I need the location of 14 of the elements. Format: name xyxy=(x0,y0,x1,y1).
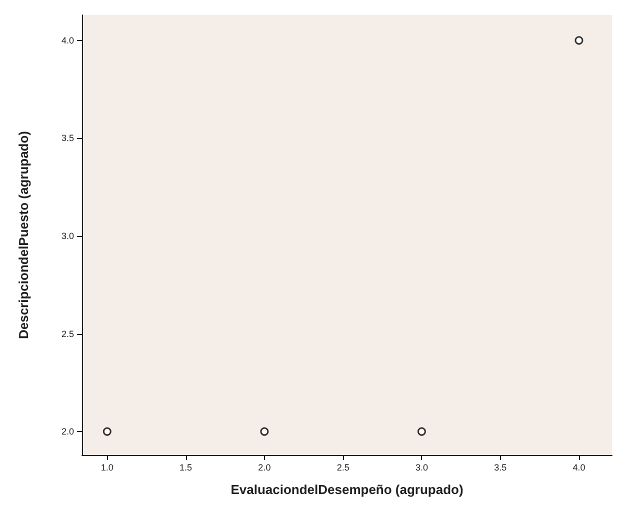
x-tick-label: 2.0 xyxy=(258,462,271,472)
x-axis-title: EvaluaciondelDesempeño (agrupado) xyxy=(230,482,464,497)
x-tick-label: 1.5 xyxy=(180,462,192,472)
y-tick-label: 3.0 xyxy=(61,230,74,241)
y-tick-label: 2.0 xyxy=(61,426,74,437)
x-tick-label: 1.0 xyxy=(100,462,114,472)
x-tick-label: 3.0 xyxy=(415,462,428,472)
x-tick-label: 2.5 xyxy=(336,462,350,472)
y-tick-label: 2.5 xyxy=(61,328,74,339)
y-tick-label: 4.0 xyxy=(61,35,74,46)
y-axis-title: DescripciondelPuesto (agrupado) xyxy=(16,130,31,340)
x-tick-label: 4.0 xyxy=(572,462,586,472)
x-tick-label: 3.5 xyxy=(494,462,507,472)
y-tick-label: 3.5 xyxy=(61,133,74,144)
